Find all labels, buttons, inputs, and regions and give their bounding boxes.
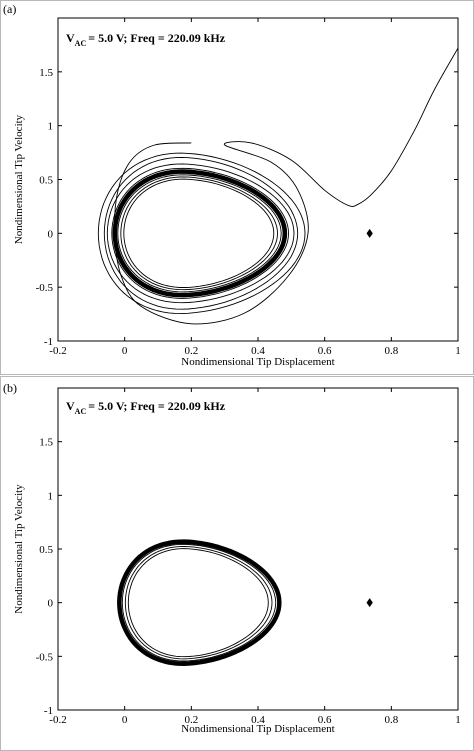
phase-orbit-line [117,539,282,666]
x-tick-label: 0.6 [318,714,332,726]
panel-label: (b) [3,381,17,395]
phase-orbit-line [112,169,288,298]
x-axis-label: Nondimensional Tip Displacement [181,356,334,368]
annotation-subscript: AC [75,407,87,416]
escape-trajectory-line [114,47,458,325]
x-tick-label: -0.2 [49,714,66,726]
x-tick-label: 0.8 [384,345,398,357]
x-tick-label: 0.2 [184,714,198,726]
data-layer [117,539,373,666]
y-tick-label: 0.5 [39,544,53,556]
x-axis-label: Nondimensional Tip Displacement [181,723,334,735]
phase-orbit-line [117,174,282,293]
y-tick-label: 0 [48,598,54,610]
annotation-text: = 5.0 V; Freq = 220.09 kHz [88,31,225,45]
data-layer [97,47,458,325]
y-axis-label: Nondimensional Tip Velocity [13,114,25,244]
y-tick-label: 1 [48,121,54,133]
x-tick-label: 0 [122,714,128,726]
phase-orbit-line [103,156,299,310]
y-tick-label: 0 [48,228,54,240]
y-tick-label: 1 [48,490,54,502]
panel-a: (a) -0.2 0 0.2 0.4 0.6 0.8 1 -1 -0.5 0 0.5 1 1.5 Nondi… [3,2,461,368]
panel-a-frame [0,0,474,375]
y-tick-label: 1.5 [39,67,53,79]
annotation-v: V [66,399,75,413]
phase-orbit-line [97,152,306,315]
y-tick-label: -0.5 [36,651,54,663]
x-tick-label: 1 [455,345,461,357]
x-tick-label: 0.4 [251,345,265,357]
phase-orbit-line [106,163,295,304]
condition-annotation: VAC = 5.0 V; Freq = 220.09 kHz [66,399,226,416]
x-tick-label: 1 [455,714,461,726]
panel-b: (b) -0.2 0 0.2 0.4 0.6 0.8 1 -1 -0.5 0 0.5 1 1.5 Nondi… [3,381,461,735]
x-tick-label: 0.6 [318,345,332,357]
x-tick-label: 0.4 [251,714,265,726]
phase-orbit-line [111,167,289,299]
y-tick-label: -1 [44,336,53,348]
y-tick-label: -0.5 [36,282,54,294]
x-tick-label: 0.8 [384,714,398,726]
x-tick-label: 0.2 [184,345,198,357]
annotation-v: V [66,31,75,45]
x-tick-label: -0.2 [49,345,66,357]
phase-orbit-line [124,546,273,660]
annotation-subscript: AC [75,39,87,48]
axes-box [57,387,459,711]
y-axis-label: Nondimensional Tip Velocity [13,484,25,614]
phase-orbit-line [123,178,275,288]
panel-label: (a) [3,2,16,16]
panel-b-frame [0,376,474,751]
phase-orbit-line [121,543,277,662]
phase-orbit-line [127,548,269,658]
condition-annotation: VAC = 5.0 V; Freq = 220.09 kHz [66,31,226,48]
equilibrium-point-marker [366,228,373,238]
phase-orbit-line [120,176,278,291]
y-tick-label: -1 [44,705,53,717]
y-tick-label: 0.5 [39,175,53,187]
annotation-text: = 5.0 V; Freq = 220.09 kHz [88,399,225,413]
y-tick-label: 1.5 [39,437,53,449]
x-tick-label: 0 [122,345,128,357]
equilibrium-point-marker [366,598,373,608]
